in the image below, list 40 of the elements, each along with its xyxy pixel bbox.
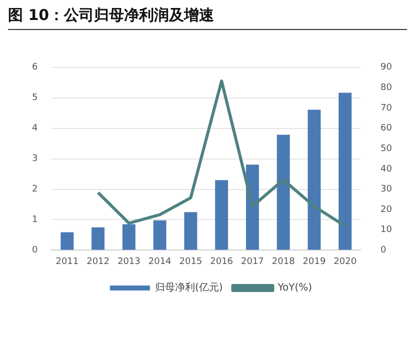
y-tick-label: 2: [32, 184, 38, 195]
bar: [308, 110, 321, 250]
y-tick-label: 6: [32, 62, 38, 73]
y2-tick-label: 50: [380, 144, 392, 154]
bar: [338, 92, 352, 250]
y-tick-label: 3: [32, 154, 38, 164]
bar: [184, 212, 198, 250]
legend-label: 归母净利(亿元): [154, 282, 223, 294]
y-tick-label: 0: [32, 246, 38, 256]
y2-tick-label: 90: [380, 62, 392, 73]
x-tick-label: 2012: [86, 256, 110, 267]
x-tick-label: 2011: [56, 256, 79, 267]
y2-tick-label: 0: [380, 246, 387, 256]
y2-tick-label: 60: [380, 124, 392, 134]
chart-title: 图 10：公司归母净利润及增速: [8, 6, 407, 30]
x-tick-label: 2017: [241, 256, 264, 267]
x-tick-label: 2016: [210, 256, 234, 267]
y2-tick-label: 40: [380, 164, 392, 174]
bar: [215, 180, 228, 250]
x-tick-label: 2013: [117, 256, 140, 267]
bar: [92, 227, 105, 250]
bar: [60, 232, 74, 250]
bar: [122, 224, 136, 250]
y2-tick-label: 80: [380, 83, 392, 94]
y2-tick-label: 70: [380, 103, 392, 114]
y-tick-label: 4: [32, 124, 38, 134]
bar: [153, 220, 166, 250]
y2-tick-label: 30: [380, 184, 392, 195]
legend-label: YoY(%): [276, 282, 312, 294]
x-tick-label: 2015: [179, 256, 202, 267]
y2-tick-label: 20: [380, 204, 392, 215]
y-tick-label: 1: [32, 215, 38, 226]
y2-tick-label: 10: [380, 225, 392, 236]
x-tick-label: 2020: [334, 256, 357, 267]
y-tick-label: 5: [32, 93, 38, 104]
x-tick-label: 2018: [272, 256, 296, 267]
x-tick-label: 2019: [302, 256, 326, 267]
bar: [246, 164, 259, 250]
x-tick-label: 2014: [148, 256, 172, 267]
bar: [276, 134, 290, 250]
